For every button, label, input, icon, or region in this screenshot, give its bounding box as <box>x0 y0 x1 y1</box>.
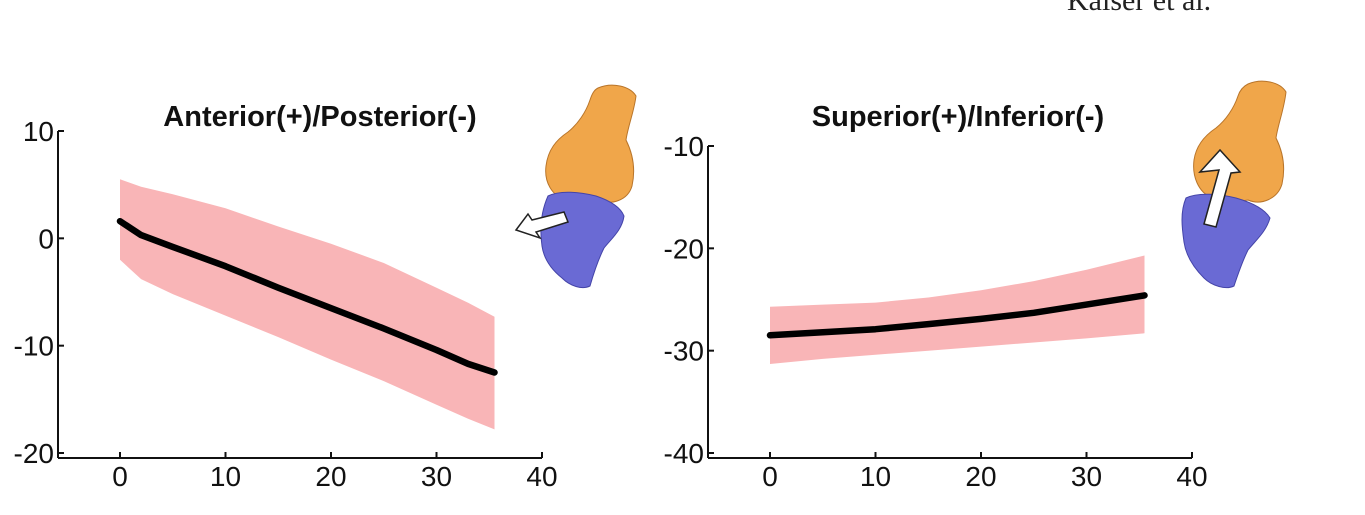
x-tick-label: 20 <box>315 461 346 492</box>
y-tick-label: -20 <box>14 438 54 469</box>
std-band <box>770 255 1145 364</box>
femur-icon <box>1193 80 1287 203</box>
axes <box>57 131 542 459</box>
chart-title: Anterior(+)/Posterior(-) <box>163 101 476 133</box>
arrow-icon <box>514 211 569 240</box>
chart-superior-inferior: 0 10 20 30 40 -40 -30 -20 -10 Superior(+)/Inferi… <box>664 101 1208 492</box>
y-tick-label: -40 <box>664 438 704 469</box>
y-tick-label: 0 <box>38 223 54 254</box>
axes <box>707 146 1192 459</box>
x-tick-label: 20 <box>965 461 996 492</box>
tibia-icon <box>540 191 625 289</box>
chart-title: Superior(+)/Inferior(-) <box>812 101 1104 133</box>
x-tick-label: 40 <box>1176 461 1207 492</box>
arrow-icon <box>1198 148 1242 228</box>
x-tick-label: 30 <box>1071 461 1102 492</box>
running-head: Kaiser et al. <box>1067 0 1212 17</box>
knee-bone-illustration-si <box>1181 80 1287 289</box>
femur-icon <box>545 84 637 203</box>
y-tick-label: -20 <box>664 233 704 264</box>
chart-anterior-posterior: 0 10 20 30 40 -20 -10 0 10 Anterior(+)/Posterior… <box>14 101 558 492</box>
x-tick-label: 30 <box>421 461 452 492</box>
x-tick-label: 10 <box>210 461 241 492</box>
x-tick-label: 10 <box>860 461 891 492</box>
tibia-icon <box>1181 193 1271 289</box>
y-tick-label: -10 <box>664 131 704 162</box>
y-tick-label: 10 <box>23 116 54 147</box>
x-tick-label: 40 <box>526 461 557 492</box>
x-tick-label: 0 <box>762 461 778 492</box>
std-band <box>120 179 495 430</box>
x-tick-label: 0 <box>112 461 128 492</box>
mean-line <box>766 292 1148 339</box>
mean-line <box>116 217 498 376</box>
y-tick-label: -30 <box>664 336 704 367</box>
y-tick-label: -10 <box>14 331 54 362</box>
knee-bone-illustration-ap <box>514 84 637 289</box>
